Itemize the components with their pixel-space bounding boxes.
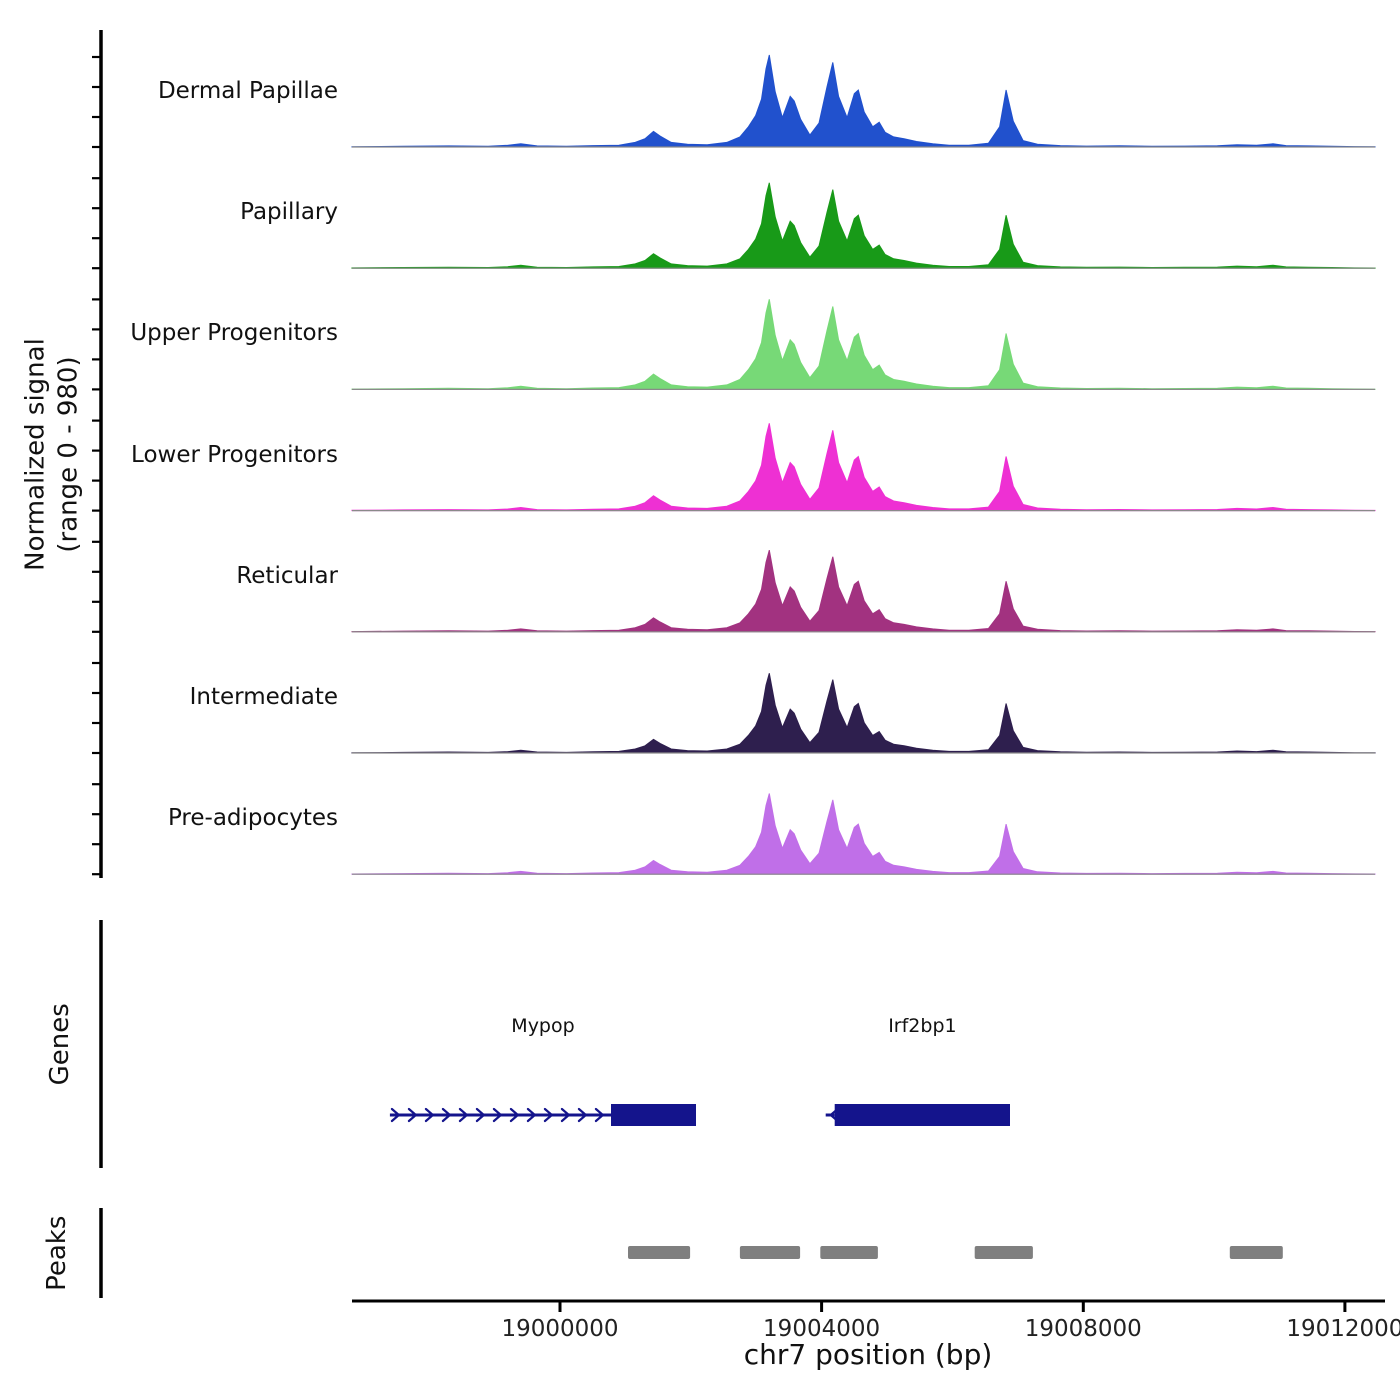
gene-strand-arrow bbox=[492, 1107, 503, 1123]
gene-strand-arrow bbox=[407, 1107, 418, 1123]
gene-strand-arrow bbox=[594, 1107, 605, 1123]
gene-strand-arrow bbox=[475, 1107, 486, 1123]
gene-strand-arrow bbox=[390, 1107, 401, 1123]
track-label-intermediate: Intermediate bbox=[189, 684, 338, 710]
track-label-papillary: Papillary bbox=[240, 199, 338, 226]
gene-strand-arrow bbox=[560, 1107, 571, 1123]
gene-strand-arrow bbox=[526, 1107, 537, 1123]
gene-exon-box-mypop bbox=[611, 1104, 696, 1126]
track-label-lower-progenitors: Lower Progenitors bbox=[131, 441, 338, 468]
x-tick-label: 19004000 bbox=[763, 1316, 880, 1342]
signal-area-intermediate bbox=[351, 673, 1376, 754]
signal-area-pre-adipocytes bbox=[351, 793, 1376, 875]
x-axis-title: chr7 position (bp) bbox=[743, 1338, 993, 1371]
peak-bar bbox=[1229, 1246, 1283, 1259]
gene-name-irf2bp1: Irf2bp1 bbox=[888, 1015, 956, 1037]
x-tick-label: 19012000 bbox=[1286, 1316, 1400, 1342]
track-label-upper-progenitors: Upper Progenitors bbox=[130, 320, 338, 347]
gene-name-mypop: Mypop bbox=[511, 1015, 574, 1037]
peak-bar bbox=[628, 1246, 691, 1259]
gene-strand-arrow bbox=[577, 1107, 588, 1123]
gene-strand-arrow bbox=[509, 1107, 520, 1123]
track-label-pre-adipocytes: Pre-adipocytes bbox=[167, 805, 338, 832]
track-label-dermal-papillae: Dermal Papillae bbox=[157, 78, 338, 104]
gene-strand-arrow bbox=[458, 1107, 469, 1123]
track-label-reticular: Reticular bbox=[236, 562, 338, 589]
signal-area-lower-progenitors bbox=[351, 423, 1376, 512]
peak-bar bbox=[974, 1246, 1033, 1259]
signal-area-dermal-papillae bbox=[351, 54, 1376, 148]
signal-area-papillary bbox=[351, 182, 1376, 269]
peak-bar bbox=[820, 1246, 878, 1259]
signal-area-reticular bbox=[351, 549, 1376, 633]
gene-exon-box-irf2bp1 bbox=[834, 1104, 1010, 1126]
gene-strand-arrow bbox=[543, 1107, 554, 1123]
peak-bar bbox=[739, 1246, 801, 1259]
x-tick-label: 19008000 bbox=[1025, 1316, 1142, 1342]
gene-strand-arrow bbox=[424, 1107, 435, 1123]
signal-area-upper-progenitors bbox=[351, 299, 1376, 390]
gene-strand-arrow bbox=[441, 1107, 452, 1123]
x-tick-label: 19000000 bbox=[501, 1316, 618, 1342]
